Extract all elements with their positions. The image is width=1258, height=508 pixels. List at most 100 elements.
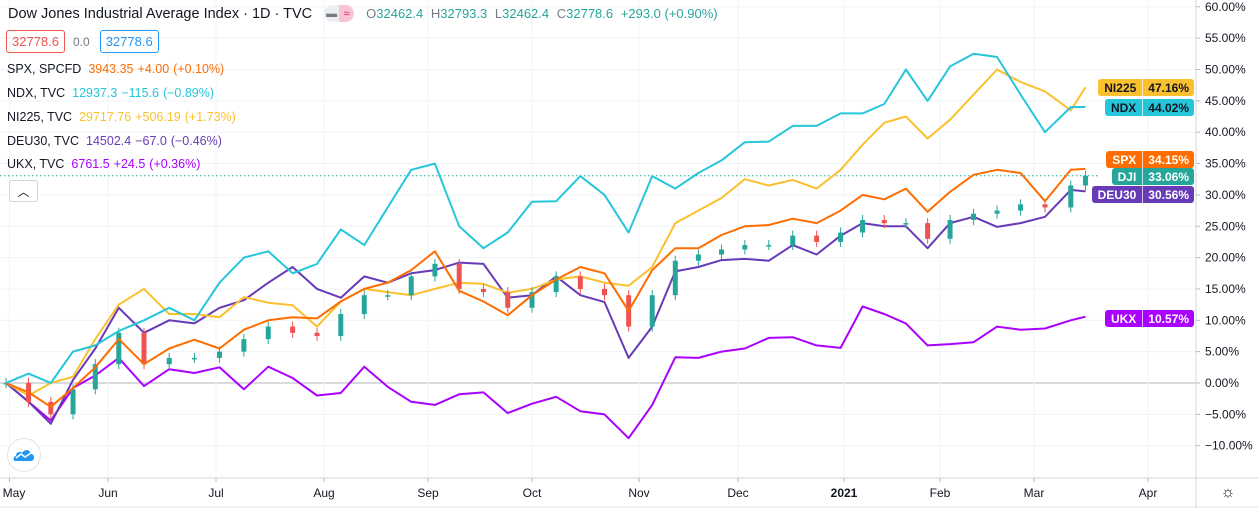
candle-body-dji (456, 263, 462, 289)
low-value: 32462.4 (502, 6, 550, 21)
y-tick-label: 35.00% (1205, 157, 1246, 171)
legend-symbol: NDX, TVC (7, 86, 66, 100)
candle-body-dji (290, 326, 296, 333)
y-tick-label: 15.00% (1205, 282, 1246, 296)
x-tick-label: Dec (727, 486, 748, 500)
price-tag-value: 34.15% (1142, 151, 1194, 168)
y-tick-label: 0.00% (1205, 376, 1239, 390)
candle-body-dji (1042, 204, 1048, 208)
low-label: L (494, 6, 503, 21)
y-tick-label: 5.00% (1205, 345, 1239, 359)
tradingview-logo[interactable] (7, 438, 41, 472)
x-tick-label: Nov (628, 486, 649, 500)
legend-row-spx[interactable]: SPX, SPCFD 3943.35 +4.00 (+0.10%) (7, 62, 228, 76)
candle-body-dji (971, 213, 977, 220)
legend-price: 14502.4 (86, 134, 132, 148)
candle-body-dji (191, 357, 197, 360)
price-tag-ukx: UKX 10.57% (1104, 310, 1194, 327)
price-tag-ndx: NDX 44.02% (1104, 99, 1194, 116)
legend-price: 29717.76 (79, 110, 132, 124)
legend-symbol: UKX, TVC (7, 157, 65, 171)
sell-button[interactable]: 32778.6 (6, 30, 65, 53)
legend-change: +506.19 (135, 110, 181, 124)
close-value: 32778.6 (566, 6, 614, 21)
price-tag-value: 44.02% (1142, 99, 1194, 116)
legend-values: 3943.35 +4.00 (+0.10%) (88, 62, 228, 76)
candle-body-dji (947, 219, 953, 239)
candle-body-dji (70, 389, 76, 415)
candle-body-dji (314, 332, 320, 336)
legend-row-ni225[interactable]: NI225, TVC 29717.76 +506.19 (+1.73%) (7, 110, 240, 124)
legend-row-deu30[interactable]: DEU30, TVC 14502.4 −67.0 (−0.46%) (7, 134, 226, 148)
candle-body-dji (216, 351, 222, 358)
legend-row-ukx[interactable]: UKX, TVC 6761.5 +24.5 (+0.36%) (7, 157, 204, 171)
candle-body-dji (672, 260, 678, 296)
y-tick-label: 25.00% (1205, 219, 1246, 233)
legend-change: +24.5 (113, 157, 146, 171)
price-tag-name: SPX (1106, 151, 1143, 168)
buy-button[interactable]: 32778.6 (99, 30, 159, 53)
x-tick-label: Sep (417, 486, 439, 500)
candle-body-dji (994, 210, 1000, 214)
x-tick-label: Jul (208, 486, 223, 500)
candle-body-dji (241, 339, 247, 352)
y-tick-label: 10.00% (1205, 313, 1246, 327)
legend-percent: (+0.10%) (173, 62, 225, 76)
price-tag-value: 47.16% (1142, 79, 1194, 96)
x-tick-label: Apr (1139, 486, 1158, 500)
legend-row-ndx[interactable]: NDX, TVC 12937.3 −115.6 (−0.89%) (7, 86, 218, 100)
legend-values: 6761.5 +24.5 (+0.36%) (71, 157, 204, 171)
series-line-deu30[interactable] (5, 188, 1086, 425)
wave-icon[interactable]: ≈ (339, 5, 355, 22)
symbol-title[interactable]: Dow Jones Industrial Average Index · 1D … (8, 5, 313, 22)
candle-body-dji (1082, 175, 1088, 186)
legend-percent: (+0.36%) (149, 157, 201, 171)
open-value: 32462.4 (376, 6, 424, 21)
candle-body-dji (385, 295, 391, 297)
visibility-toggle[interactable]: ▬ ≈ (324, 5, 355, 22)
price-tag-name: DEU30 (1091, 186, 1143, 203)
legend-values: 12937.3 −115.6 (−0.89%) (72, 86, 218, 100)
x-tick-label: Jun (98, 486, 117, 500)
x-tick-label: Oct (523, 486, 542, 500)
legend-percent: (−0.46%) (170, 134, 222, 148)
legend-percent: (+1.73%) (184, 110, 236, 124)
high-label: H (430, 6, 441, 21)
price-tag-name: NI225 (1098, 79, 1143, 96)
series-line-ndx[interactable] (5, 52, 1086, 384)
cloud-logo-icon (13, 450, 34, 461)
series-line-ukx[interactable] (5, 305, 1086, 440)
series-line-spx[interactable] (5, 167, 1086, 408)
minus-icon[interactable]: ▬ (324, 5, 340, 22)
x-tick-label: May (3, 486, 26, 500)
candle-body-dji (766, 245, 772, 247)
price-tag-name: UKX (1104, 310, 1143, 327)
price-tag-dji: DJI 33.06% (1111, 168, 1194, 185)
candle-body-dji (265, 326, 271, 340)
candle-body-dji (649, 295, 655, 327)
legend-price: 12937.3 (72, 86, 118, 100)
candle-body-dji (577, 276, 583, 289)
price-tag-deu30: DEU30 30.56% (1091, 186, 1194, 203)
candle-body-dji (1018, 204, 1024, 211)
candle-body-dji (116, 332, 122, 365)
candle-body-dji (166, 357, 172, 365)
legend-change: +4.00 (137, 62, 170, 76)
ohlc-readout: O32462.4 H32793.3 L32462.4 C32778.6 +293… (366, 6, 722, 21)
settings-gear-icon[interactable]: ☼ (1220, 484, 1236, 501)
x-tick-label: Aug (313, 486, 334, 500)
candle-body-dji (505, 292, 511, 308)
x-tick-label: 2021 (831, 486, 858, 500)
y-tick-label: 20.00% (1205, 251, 1246, 265)
candle-body-dji (529, 292, 535, 308)
candle-body-dji (814, 235, 820, 242)
price-tag-name: NDX (1104, 99, 1143, 116)
legend-change: −67.0 (135, 134, 167, 148)
price-tag-value: 30.56% (1142, 186, 1194, 203)
legend-price: 6761.5 (71, 157, 110, 171)
spread-value: 0.0 (73, 34, 90, 49)
candle-body-dji (432, 263, 438, 277)
collapse-legend-button[interactable]: ︿ (9, 180, 38, 202)
x-tick-label: Mar (1024, 486, 1045, 500)
